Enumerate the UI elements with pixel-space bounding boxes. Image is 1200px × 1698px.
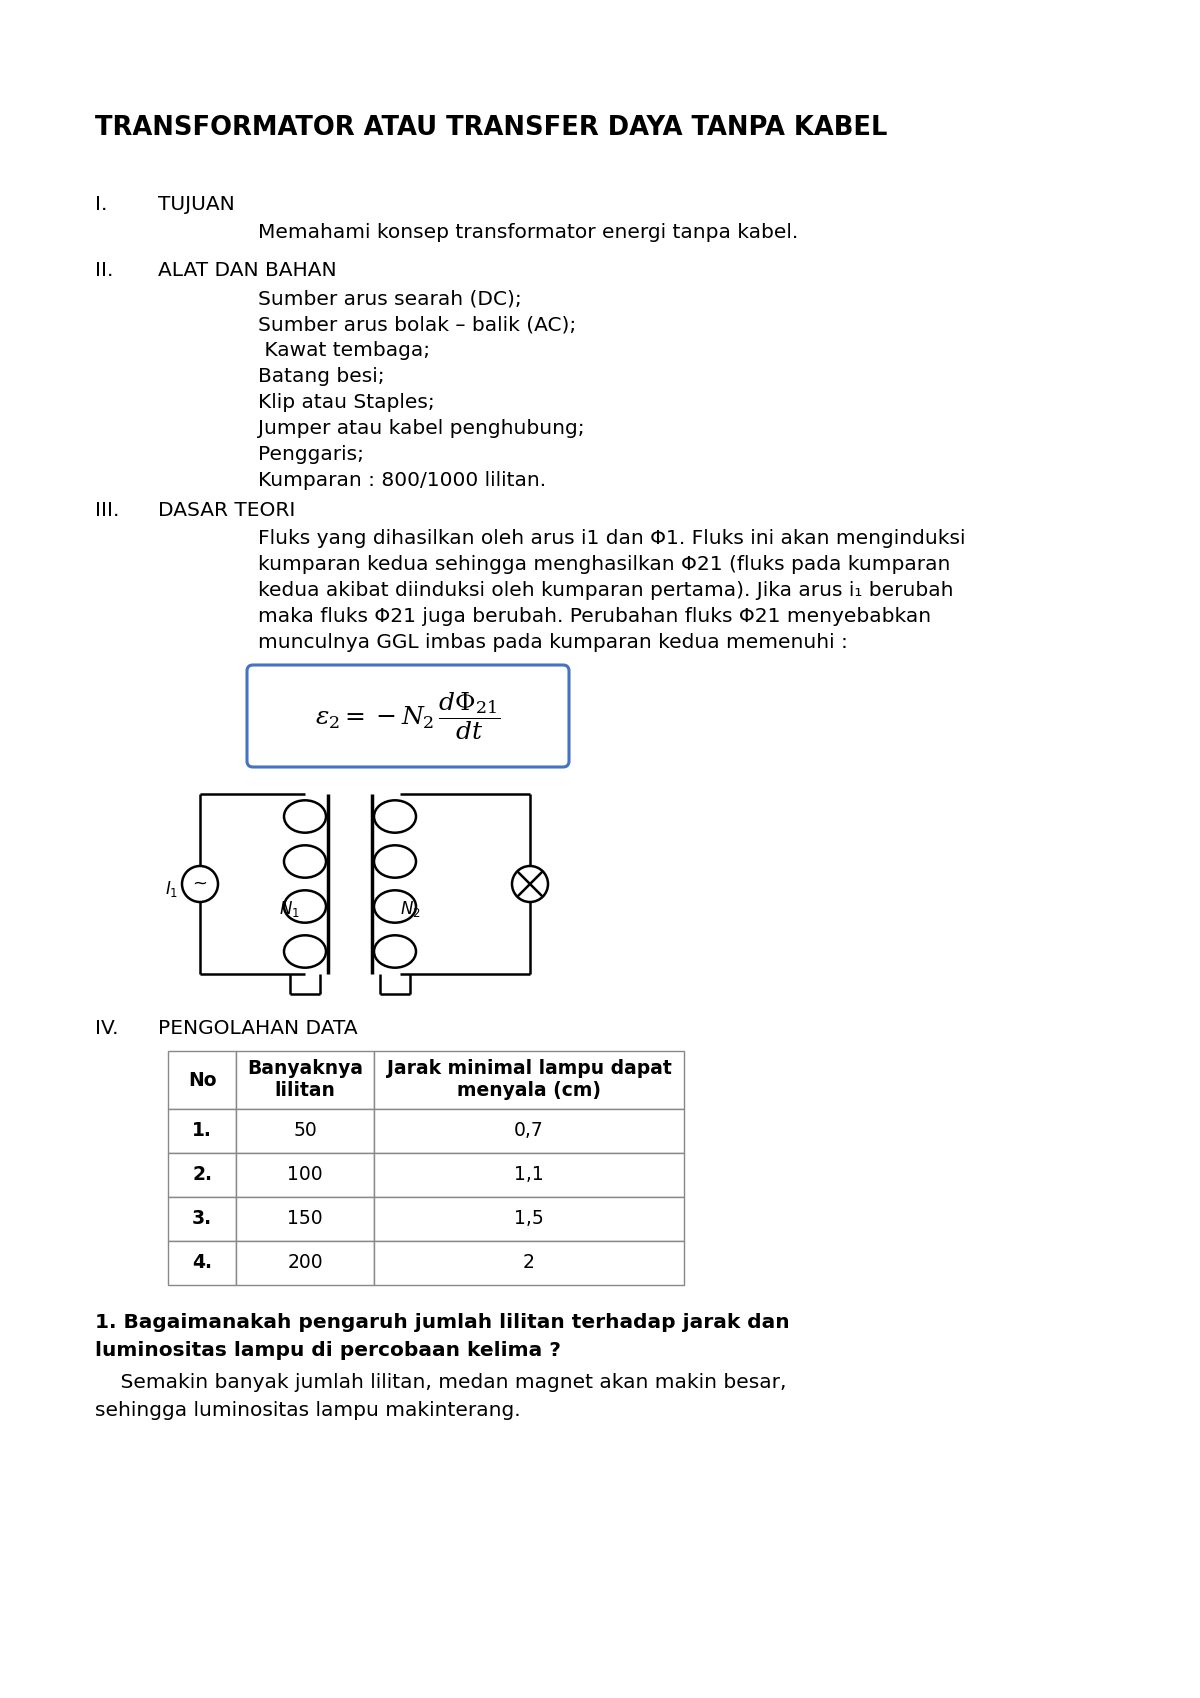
- Text: 1,5: 1,5: [514, 1209, 544, 1228]
- Text: Sumber arus searah (DC);: Sumber arus searah (DC);: [258, 289, 522, 307]
- Text: 100: 100: [287, 1165, 323, 1185]
- Text: ALAT DAN BAHAN: ALAT DAN BAHAN: [158, 261, 337, 280]
- Text: PENGOLAHAN DATA: PENGOLAHAN DATA: [158, 1019, 358, 1037]
- Text: $I_1$: $I_1$: [166, 880, 179, 898]
- Text: $N_1$: $N_1$: [280, 898, 300, 919]
- Text: 2.: 2.: [192, 1165, 212, 1185]
- Text: Fluks yang dihasilkan oleh arus i1 dan Φ1. Fluks ini akan menginduksi: Fluks yang dihasilkan oleh arus i1 dan Φ…: [258, 530, 966, 548]
- Bar: [374, 1197, 684, 1241]
- Bar: [236, 1153, 374, 1197]
- Bar: [374, 1109, 684, 1153]
- Text: sehingga luminositas lampu makinterang.: sehingga luminositas lampu makinterang.: [95, 1401, 521, 1420]
- Text: Memahami konsep transformator energi tanpa kabel.: Memahami konsep transformator energi tan…: [258, 222, 798, 243]
- Text: 4.: 4.: [192, 1253, 212, 1272]
- Text: munculnya GGL imbas pada kumparan kedua memenuhi :: munculnya GGL imbas pada kumparan kedua …: [258, 633, 848, 652]
- Text: $\varepsilon_2 = -N_2\,\dfrac{d\Phi_{21}}{dt}$: $\varepsilon_2 = -N_2\,\dfrac{d\Phi_{21}…: [316, 689, 500, 742]
- Text: Sumber arus bolak – balik (AC);: Sumber arus bolak – balik (AC);: [258, 316, 576, 335]
- Bar: [236, 1241, 374, 1285]
- Bar: [374, 1241, 684, 1285]
- Text: I.: I.: [95, 195, 107, 214]
- Text: Semakin banyak jumlah lilitan, medan magnet akan makin besar,: Semakin banyak jumlah lilitan, medan mag…: [95, 1374, 786, 1392]
- Text: 150: 150: [287, 1209, 323, 1228]
- Text: ~: ~: [192, 874, 208, 893]
- Bar: [374, 1051, 684, 1109]
- Text: TUJUAN: TUJUAN: [158, 195, 235, 214]
- Text: Batang besi;: Batang besi;: [258, 367, 385, 385]
- Text: 1,1: 1,1: [514, 1165, 544, 1185]
- Text: $N_2$: $N_2$: [400, 898, 421, 919]
- Text: Kawat tembaga;: Kawat tembaga;: [258, 341, 430, 360]
- Text: Penggaris;: Penggaris;: [258, 445, 364, 464]
- Text: luminositas lampu di percobaan kelima ?: luminositas lampu di percobaan kelima ?: [95, 1341, 560, 1360]
- Text: Jumper atau kabel penghubung;: Jumper atau kabel penghubung;: [258, 419, 584, 438]
- Text: 1.: 1.: [192, 1121, 212, 1141]
- Text: Kumparan : 800/1000 lilitan.: Kumparan : 800/1000 lilitan.: [258, 470, 546, 491]
- Text: Klip atau Staples;: Klip atau Staples;: [258, 392, 434, 413]
- Text: 1. Bagaimanakah pengaruh jumlah lilitan terhadap jarak dan: 1. Bagaimanakah pengaruh jumlah lilitan …: [95, 1313, 790, 1331]
- Text: IV.: IV.: [95, 1019, 119, 1037]
- Bar: [168, 1051, 236, 1109]
- Text: maka fluks Φ21 juga berubah. Perubahan fluks Φ21 menyebabkan: maka fluks Φ21 juga berubah. Perubahan f…: [258, 606, 931, 627]
- Text: Jarak minimal lampu dapat
menyala (cm): Jarak minimal lampu dapat menyala (cm): [386, 1060, 671, 1100]
- Text: kedua akibat diinduksi oleh kumparan pertama). Jika arus i₁ berubah: kedua akibat diinduksi oleh kumparan per…: [258, 581, 954, 599]
- Text: Banyaknya
lilitan: Banyaknya lilitan: [247, 1060, 364, 1100]
- Text: III.: III.: [95, 501, 119, 520]
- Text: 200: 200: [287, 1253, 323, 1272]
- Text: No: No: [187, 1070, 216, 1090]
- Bar: [236, 1197, 374, 1241]
- Bar: [236, 1109, 374, 1153]
- Text: II.: II.: [95, 261, 113, 280]
- Bar: [374, 1153, 684, 1197]
- Text: kumparan kedua sehingga menghasilkan Φ21 (fluks pada kumparan: kumparan kedua sehingga menghasilkan Φ21…: [258, 555, 950, 574]
- Text: 3.: 3.: [192, 1209, 212, 1228]
- Bar: [168, 1109, 236, 1153]
- Bar: [168, 1153, 236, 1197]
- Text: DASAR TEORI: DASAR TEORI: [158, 501, 295, 520]
- Bar: [236, 1051, 374, 1109]
- Text: 0,7: 0,7: [514, 1121, 544, 1141]
- FancyBboxPatch shape: [247, 666, 569, 767]
- Bar: [168, 1241, 236, 1285]
- Bar: [168, 1197, 236, 1241]
- Text: 2: 2: [523, 1253, 535, 1272]
- Text: 50: 50: [293, 1121, 317, 1141]
- Text: TRANSFORMATOR ATAU TRANSFER DAYA TANPA KABEL: TRANSFORMATOR ATAU TRANSFER DAYA TANPA K…: [95, 115, 887, 141]
